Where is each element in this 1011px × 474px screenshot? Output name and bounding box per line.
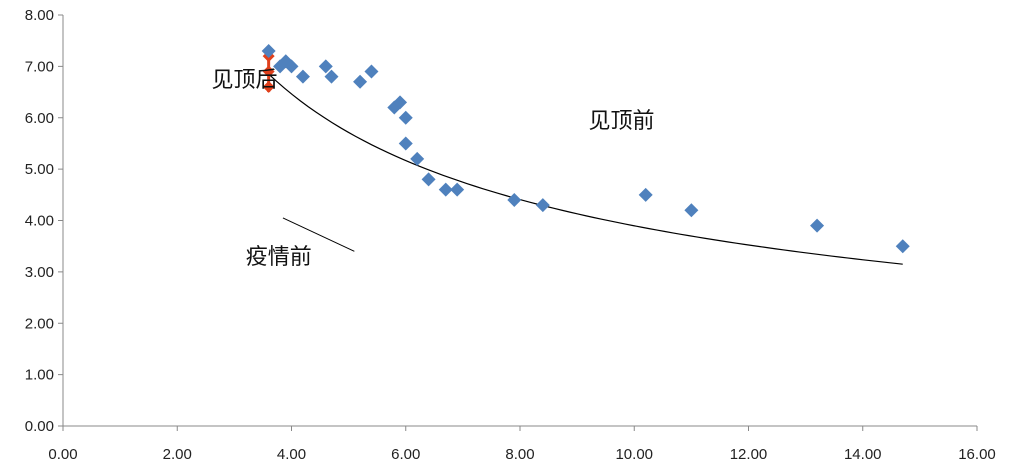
data-point [810,218,825,233]
data-point [393,95,408,110]
x-tick-label: 12.00 [730,446,768,463]
data-point [278,54,293,69]
y-tick-label: 8.00 [25,7,54,24]
y-tick-label: 6.00 [25,110,54,127]
annotation-label: 见顶后 [212,68,278,93]
y-tick-label: 5.00 [25,161,54,178]
y-tick-label: 1.00 [25,367,54,384]
highlight-point [262,80,275,93]
data-point [410,151,425,166]
data-point [261,43,276,58]
y-tick-label: 7.00 [25,58,54,75]
data-point [507,192,522,207]
x-tick-label: 10.00 [615,446,653,463]
data-point [324,69,339,84]
annotation-pointer-line [282,217,355,252]
x-tick-label: 16.00 [958,446,996,463]
highlight-point [262,65,275,78]
data-point [684,203,699,218]
data-point [364,64,379,79]
x-tick-label: 2.00 [163,446,192,463]
data-point [353,74,368,89]
data-point [398,136,413,151]
y-tick-label: 0.00 [25,418,54,435]
points-layer [261,43,910,254]
data-point [284,59,299,74]
trendline [268,73,903,265]
x-tick-label: 14.00 [844,446,882,463]
x-tick-label: 4.00 [277,446,306,463]
data-point [295,69,310,84]
x-tick-label: 8.00 [505,446,534,463]
y-tick-label: 2.00 [25,315,54,332]
data-point [450,182,465,197]
annotation-label: 见顶前 [589,109,655,134]
x-tick-label: 6.00 [391,446,420,463]
data-point [535,198,550,213]
trendline-layer [268,73,903,265]
data-point [421,172,436,187]
y-tick-label: 4.00 [25,213,54,230]
axes: 0.00 1.00 2.00 3.00 4.00 5.00 6.00 7.00 8.00 0.00… [25,7,996,463]
y-tick-label: 3.00 [25,264,54,281]
data-point [895,239,910,254]
x-tick-label: 0.00 [48,446,77,463]
data-point [638,187,653,202]
annotation-label: 疫情前 [246,245,312,270]
data-point [438,182,453,197]
data-point [318,59,333,74]
data-point [398,110,413,125]
